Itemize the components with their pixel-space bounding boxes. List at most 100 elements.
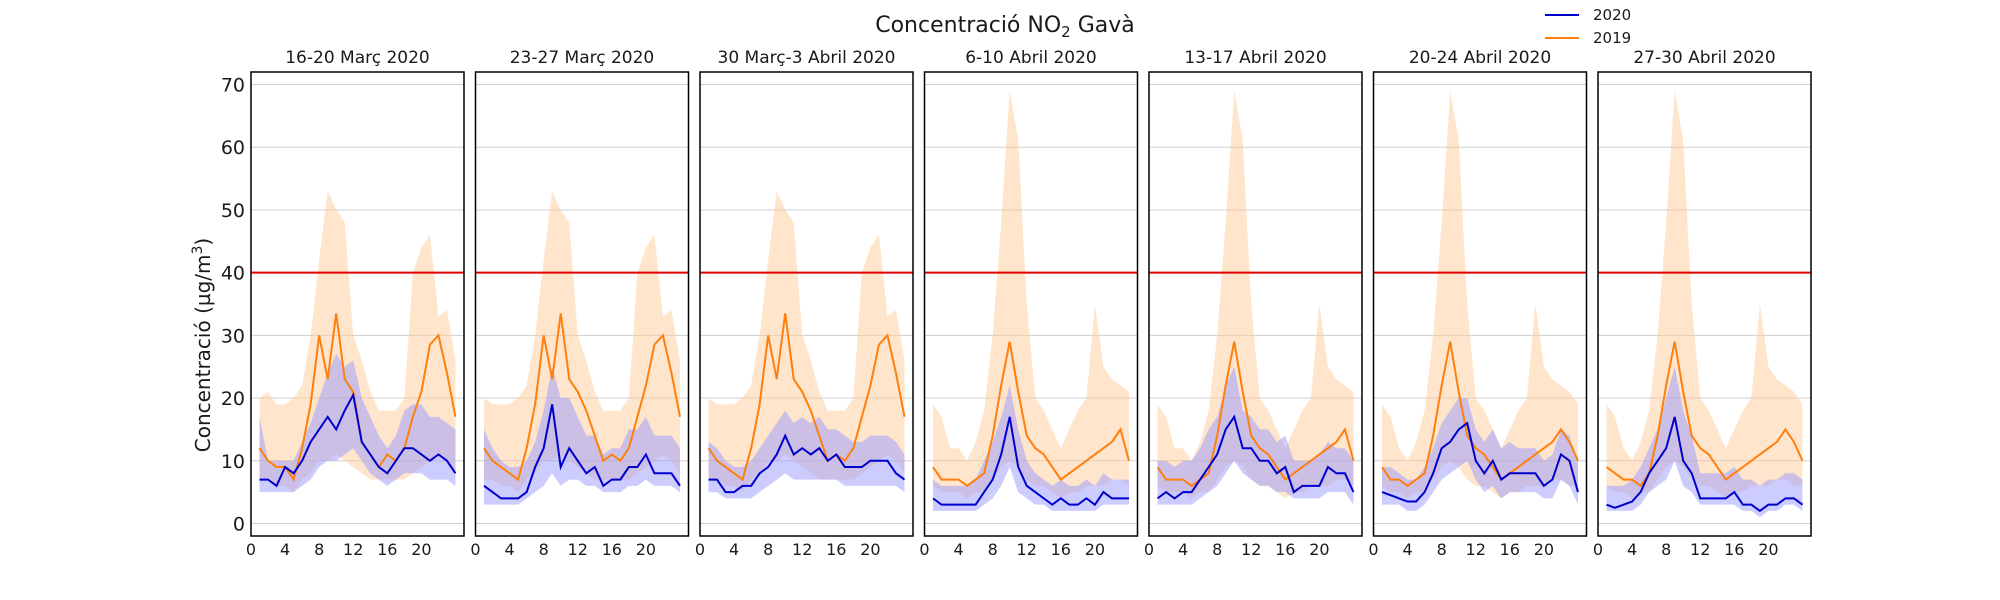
x-tick-label: 12 [1690,540,1710,559]
x-tick-label: 20 [860,540,880,559]
x-tick-label: 12 [1017,540,1037,559]
x-tick-label: 4 [280,540,290,559]
y-tick-label: 0 [233,513,245,535]
chart-title-subscript: 2 [1061,23,1071,41]
x-tick-label: 8 [539,540,549,559]
series-2020-line [708,433,906,494]
plot-area [251,191,464,493]
x-tick-label: 0 [1593,540,1603,559]
panel-title: 27-30 Abril 2020 [1633,48,1775,68]
x-tick-label: 20 [1309,540,1329,559]
panel-title: 30 Març-3 Abril 2020 [718,48,896,68]
x-tick-label: 4 [1627,540,1637,559]
legend-label-2019: 2019 [1593,29,1631,47]
panel-4: 6-10 Abril 2020 0 4 8 12 16 20 [919,48,1139,559]
panel-frame [923,71,1139,537]
series-2019-line [1605,341,1804,488]
x-tick-label: 8 [988,540,998,559]
series-2020-line [1381,421,1579,503]
series-2020-line [483,404,681,500]
x-tick-label: 12 [1241,540,1261,559]
series-2020-line [1606,416,1804,513]
panel-7: 27-30 Abril 2020 0 4 8 12 16 20 [1593,48,1812,559]
panel-frame [1372,71,1588,537]
band-2019 [933,90,1129,499]
plot-area [1373,90,1587,511]
panel-title: 13-17 Abril 2020 [1184,48,1326,68]
plot-area [1149,90,1362,505]
x-tick-label: 8 [1661,540,1671,559]
band-2020 [484,366,680,505]
y-tick-label: 70 [221,75,245,97]
chart-title-suffix: Gavà [1071,13,1135,38]
x-tick-label: 4 [729,540,739,559]
x-tick-label: 12 [343,540,363,559]
panel-title: 23-27 Març 2020 [510,48,655,68]
x-tick-label: 0 [919,540,929,559]
band-2020 [1606,366,1803,518]
band-2019 [1382,90,1578,499]
x-tick-label: 0 [246,540,256,559]
legend: 2020 2019 [1545,6,1631,47]
panel-frame [474,71,690,537]
panel-3: 30 Març-3 Abril 2020 0 4 8 12 16 20 [695,48,914,559]
y-axis-label-superscript: 3 [190,246,206,255]
series-2019-line [1156,341,1355,488]
panel-2: 23-27 Març 2020 0 4 8 12 16 20 [470,48,690,559]
series-2019-line [483,313,681,482]
x-tick-label: 16 [1051,540,1071,559]
y-tick-label: 10 [221,451,245,473]
x-tick-label: 4 [1402,540,1412,559]
x-tick-label: 16 [1275,540,1295,559]
series-2020-line [259,391,457,488]
x-tick-label: 16 [602,540,622,559]
panel-5: 13-17 Abril 2020 0 4 8 12 16 20 [1144,48,1363,559]
band-2019 [1606,90,1803,499]
y-axis-label-end: ) [191,238,215,246]
panel-title: 20-24 Abril 2020 [1409,48,1551,68]
plot-area [924,90,1138,511]
x-tick-label: 8 [314,540,324,559]
plot-area [700,191,913,499]
x-tick-label: 12 [792,540,812,559]
x-tick-label: 4 [1178,540,1188,559]
y-tick-label: 60 [221,137,245,159]
x-tick-label: 20 [1534,540,1554,559]
x-tick-label: 16 [1500,540,1520,559]
x-tick-label: 16 [1724,540,1744,559]
panel-frame [250,71,465,537]
plot-area [475,191,689,505]
series-2019-line [932,341,1130,488]
series-2019-line [707,313,906,482]
panel-6: 20-24 Abril 2020 0 4 8 12 16 20 [1368,48,1588,559]
x-tick-label: 8 [1437,540,1447,559]
band-2020 [1382,398,1578,511]
x-tick-label: 0 [1368,540,1378,559]
plot-area [1598,90,1811,518]
panel-frame [1148,71,1363,537]
panel-1: 16-20 Març 2020 0 4 8 12 16 20 0 10 20 30 40 50 60 70 [221,48,465,559]
panel-title: 6-10 Abril 2020 [965,48,1097,68]
x-tick-label: 12 [568,540,588,559]
x-tick-label: 0 [470,540,480,559]
x-tick-label: 16 [377,540,397,559]
x-tick-label: 20 [411,540,431,559]
y-tick-label: 20 [221,388,245,410]
legend-label-2020: 2020 [1593,6,1631,24]
x-tick-label: 20 [1758,540,1778,559]
y-tick-label: 30 [221,325,245,347]
series-2020-line [1156,414,1355,500]
chart-title: Concentració NO2 Gavà [875,13,1135,41]
panel-frame [1597,71,1812,537]
band-2020 [933,385,1129,511]
x-tick-label: 4 [504,540,514,559]
panel-frame [699,71,914,537]
x-tick-label: 20 [636,540,656,559]
y-tick-label: 50 [221,200,245,222]
y-tick-label: 40 [221,263,245,285]
series-2020-line [932,416,1129,507]
y-axis-label: Concentració (µg/m3) [190,238,215,453]
x-tick-label: 8 [763,540,773,559]
